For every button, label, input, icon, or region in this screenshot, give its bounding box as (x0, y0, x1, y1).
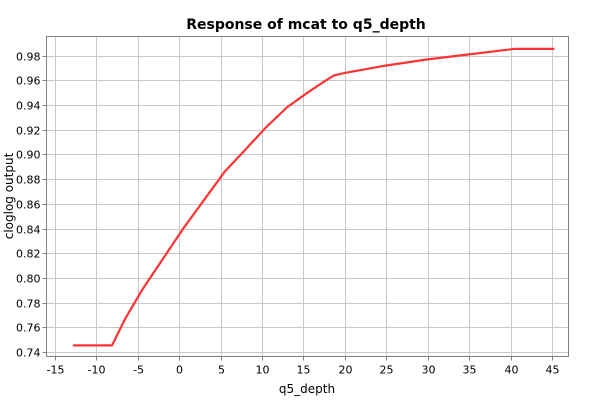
y-tick-label: 0.78 (16, 298, 41, 311)
x-tick-label: 25 (380, 364, 394, 377)
x-tick-label: -10 (88, 364, 106, 377)
x-tick-label: 10 (256, 364, 270, 377)
y-tick-label: 0.92 (16, 125, 41, 138)
x-tick-label: 45 (546, 364, 560, 377)
y-tick-label: 0.88 (16, 174, 41, 187)
y-tick-label: 0.94 (16, 100, 41, 113)
x-axis-label: q5_depth (279, 382, 335, 396)
y-tick-label: 0.80 (16, 273, 41, 286)
response-line (72, 47, 555, 347)
y-tick-label: 0.84 (16, 224, 41, 237)
series-group (72, 47, 555, 347)
axis-ticks (42, 56, 553, 361)
y-tick-label: 0.76 (16, 322, 41, 335)
y-tick-label: 0.98 (16, 51, 41, 64)
y-axis-label: cloglog output (2, 152, 16, 239)
x-tick-label: 30 (422, 364, 436, 377)
y-tick-label: 0.74 (16, 347, 41, 360)
x-tick-label: 20 (339, 364, 353, 377)
plot-frame (46, 36, 569, 357)
chart-title: Response of mcat to q5_depth (186, 17, 426, 33)
y-tick-label: 0.82 (16, 248, 41, 261)
x-tick-label: 35 (463, 364, 477, 377)
x-tick-label: 40 (505, 364, 519, 377)
x-tick-label: 0 (176, 364, 183, 377)
x-tick-label: 15 (297, 364, 311, 377)
y-tick-label: 0.90 (16, 149, 41, 162)
y-tick-label: 0.96 (16, 75, 41, 88)
y-tick-label: 0.86 (16, 199, 41, 212)
x-tick-labels: -15 -10 -5 0 5 10 15 20 25 30 35 40 45 (47, 364, 560, 377)
y-tick-labels: 0.74 0.76 0.78 0.80 0.82 0.84 0.86 0.88 0.90 0.92… (16, 51, 41, 360)
x-tick-label: -15 (47, 364, 65, 377)
x-tick-label: -5 (133, 364, 144, 377)
grid-lines (46, 36, 569, 357)
x-tick-label: 5 (218, 364, 225, 377)
